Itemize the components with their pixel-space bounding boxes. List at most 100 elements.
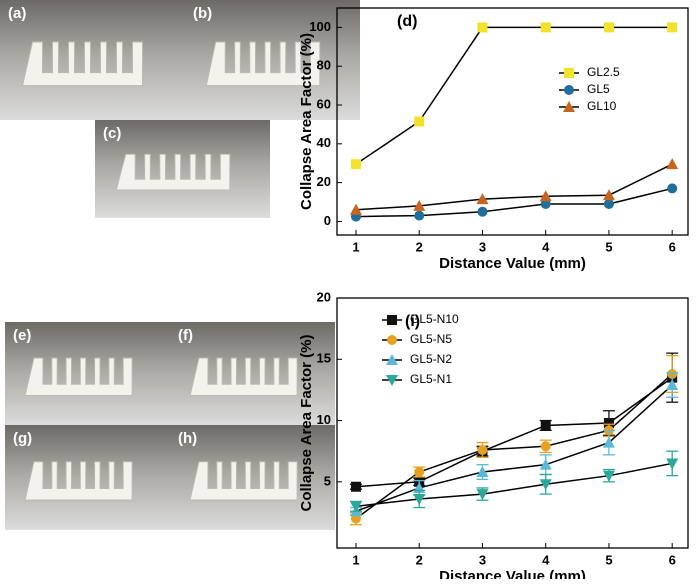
series-line: [355, 163, 673, 211]
marker: [603, 22, 614, 33]
marker: [603, 418, 614, 428]
x-tick-label: 6: [669, 552, 676, 567]
marker: [666, 379, 679, 391]
y-tick-label: 20: [317, 174, 331, 189]
charts: 0 20 40 60 80 100 1 2 3 4 5 6 Distance Value (mm) Col…: [298, 7, 689, 584]
x-tick-label: 3: [479, 552, 486, 567]
marker: [476, 466, 489, 478]
photo-background: [0, 0, 185, 120]
x-tick-label: 2: [416, 552, 423, 567]
marker: [539, 458, 552, 470]
y-axis-label: Collapse Area Factor (%): [298, 33, 315, 210]
legend-label: GL5: [587, 82, 610, 96]
photo-label: (a): [8, 5, 26, 22]
x-tick-label: 4: [542, 239, 550, 254]
marker: [477, 206, 488, 217]
legend-marker: [386, 354, 398, 365]
x-axis-label: Distance Value (mm): [439, 568, 586, 579]
x-tick-label: 1: [352, 239, 359, 254]
marker: [539, 479, 552, 491]
x-tick-label: 6: [669, 239, 676, 254]
legend-label: GL2.5: [587, 65, 620, 79]
chart: 5 10 15 20 1 2 3 4 5 6 Distance Value (mm) Collapse…: [298, 289, 689, 584]
panel-label: (i): [405, 313, 420, 330]
marker: [414, 467, 425, 478]
photo: (g): [5, 425, 170, 530]
plot-frame: [336, 297, 689, 549]
series-line: [355, 377, 673, 488]
marker: [603, 198, 614, 209]
y-tick-label: 60: [317, 96, 331, 111]
plot-frame: [336, 7, 689, 236]
marker: [540, 198, 551, 209]
legend-marker: [387, 315, 397, 325]
legend-label: GL5-N5: [410, 332, 452, 346]
legend-marker: [387, 335, 397, 345]
marker: [540, 420, 551, 431]
y-axis-label: Collapse Area Factor (%): [298, 335, 315, 512]
marker: [602, 470, 615, 482]
y-tick-label: 10: [317, 412, 331, 427]
legend-marker: [386, 375, 398, 386]
marker: [349, 501, 362, 513]
legend-label: GL5-N1: [410, 372, 452, 386]
x-tick-label: 1: [352, 552, 359, 567]
photo: (h): [170, 425, 335, 530]
series-line: [355, 373, 673, 520]
x-tick-label: 5: [605, 552, 612, 567]
marker: [667, 22, 678, 33]
x-tick-label: 2: [416, 239, 423, 254]
x-tick-label: 3: [479, 239, 486, 254]
legend-marker: [564, 85, 574, 95]
y-tick-label: 5: [324, 473, 331, 488]
photo: (e): [5, 322, 170, 425]
marker: [349, 203, 362, 215]
x-tick-label: 5: [605, 239, 612, 254]
legend-marker: [564, 68, 574, 78]
y-tick-label: 0: [324, 213, 331, 228]
y-tick-label: 40: [317, 135, 331, 150]
marker: [350, 159, 361, 170]
panel-label: (d): [397, 13, 417, 30]
marker: [602, 436, 615, 448]
y-tick-label: 20: [317, 289, 331, 304]
photo-label: (f): [178, 327, 193, 344]
y-tick-label: 15: [317, 351, 331, 366]
photo: (b): [185, 0, 360, 120]
marker: [540, 441, 551, 452]
photo-label: (c): [103, 125, 121, 142]
marker: [413, 199, 426, 211]
marker: [667, 183, 678, 194]
marker: [414, 116, 425, 127]
marker: [477, 22, 488, 33]
marker: [540, 22, 551, 33]
marker: [414, 210, 425, 221]
legend-marker: [563, 101, 575, 112]
photo-label: (h): [178, 430, 197, 447]
x-axis-label: Distance Value (mm): [439, 255, 586, 272]
legend-label: GL5-N10: [410, 312, 459, 326]
y-tick-label: 100: [309, 19, 331, 34]
marker: [602, 189, 615, 201]
y-tick-label: 80: [317, 58, 331, 73]
series-line: [355, 384, 673, 512]
marker: [476, 193, 489, 205]
photo: (a): [0, 0, 185, 120]
legend-label: GL10: [587, 99, 617, 113]
photo: (c): [95, 120, 270, 218]
marker: [539, 190, 552, 202]
series-line: [355, 187, 673, 218]
marker: [476, 489, 489, 501]
photos: (a) (b) (c) (e) (f) (g) (h): [0, 0, 360, 530]
photo: (f): [170, 322, 335, 425]
photo-label: (b): [193, 5, 212, 22]
photo-label: (g): [13, 430, 32, 447]
chart: 0 20 40 60 80 100 1 2 3 4 5 6 Distance Value (mm) Col…: [298, 7, 689, 272]
series-line: [355, 462, 673, 508]
marker: [350, 481, 361, 492]
legend-label: GL5-N2: [410, 352, 452, 366]
photo-label: (e): [13, 327, 31, 344]
x-tick-label: 4: [542, 552, 550, 567]
marker: [666, 158, 679, 170]
series-line: [355, 26, 673, 165]
